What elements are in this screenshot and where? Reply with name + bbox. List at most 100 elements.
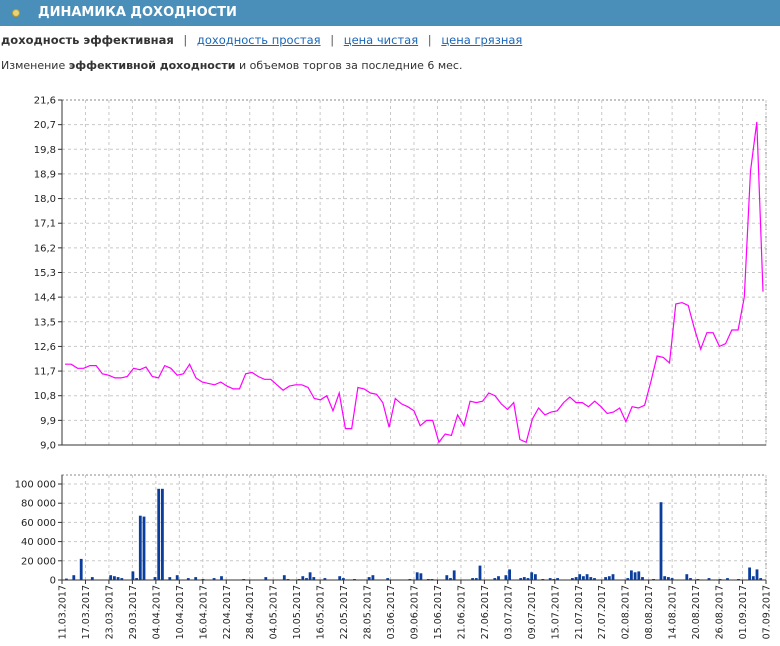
volume-bar xyxy=(604,577,607,580)
y-tick-label: 20,7 xyxy=(34,120,56,131)
tab-dirty-price[interactable]: цена грязная xyxy=(441,33,523,47)
x-tick-label: 04.05.2017 xyxy=(269,585,280,639)
y-tick-label: 9,0 xyxy=(40,441,56,452)
y-tick-label: 15,3 xyxy=(34,268,56,279)
volume-bar xyxy=(186,578,190,580)
volume-bar xyxy=(670,578,674,580)
volume-bar xyxy=(153,577,157,580)
volume-bar xyxy=(297,579,301,580)
x-tick-label: 08.08.2017 xyxy=(644,585,655,639)
volume-bar xyxy=(737,579,740,580)
volume-bar xyxy=(659,502,663,580)
volume-bar xyxy=(685,574,689,580)
tab-separator: | xyxy=(427,33,432,47)
y-tick-label: 16,2 xyxy=(34,243,56,254)
volume-bar xyxy=(578,574,582,580)
volume-bar xyxy=(571,578,574,580)
yield-line xyxy=(65,121,764,444)
description-bold: эффективной доходности xyxy=(68,59,236,72)
volume-bar xyxy=(201,579,205,580)
volume-bar xyxy=(131,571,135,580)
volume-bar xyxy=(530,572,534,580)
x-tick-label: 09.06.2017 xyxy=(410,585,421,639)
volume-bar xyxy=(541,579,545,580)
chart-description: Изменение эффективной доходности и объем… xyxy=(1,59,462,72)
volume-bar xyxy=(120,578,124,580)
line-panel-frame xyxy=(61,99,767,446)
volume-bar xyxy=(748,567,751,580)
volume-bar xyxy=(161,488,164,580)
volume-bar xyxy=(419,573,423,580)
y-tick-label: 18,0 xyxy=(34,194,56,205)
volume-bar xyxy=(113,576,116,580)
y-tick-label: 19,8 xyxy=(34,145,56,156)
volume-bar xyxy=(689,578,692,580)
y-tick-label: 12,6 xyxy=(34,342,56,353)
volume-bar xyxy=(353,579,356,580)
volume-bar xyxy=(264,577,268,580)
tab-simple-yield[interactable]: доходность простая xyxy=(196,33,321,47)
volume-bar xyxy=(585,574,589,580)
volume-bar xyxy=(168,577,172,580)
volume-bar xyxy=(430,579,434,580)
volume-y-tick-label: 100 000 xyxy=(15,480,56,491)
x-tick-label: 09.07.2017 xyxy=(527,585,538,639)
volume-bar xyxy=(474,578,478,580)
volume-bar xyxy=(589,577,593,580)
x-tick-label: 28.05.2017 xyxy=(363,585,374,639)
volume-bar xyxy=(367,577,371,580)
volume-bar xyxy=(696,579,700,580)
volume-bar xyxy=(519,578,523,580)
volume-bar xyxy=(755,569,759,580)
volume-y-tick-label: 80 000 xyxy=(21,499,56,510)
volume-bar xyxy=(611,574,615,580)
volume-bar xyxy=(508,569,511,580)
volume-bar xyxy=(641,577,644,580)
x-tick-label: 16.04.2017 xyxy=(198,585,209,639)
y-tick-label: 13,5 xyxy=(34,317,56,328)
volume-bar xyxy=(504,575,508,580)
tab-effective-yield[interactable]: доходность эффективная xyxy=(1,33,174,47)
volume-bar xyxy=(478,565,482,580)
x-tick-label: 16.05.2017 xyxy=(316,585,327,639)
volume-bar xyxy=(652,579,655,580)
y-tick-label: 11,7 xyxy=(34,367,56,378)
volume-bar xyxy=(497,576,500,580)
volume-bar xyxy=(445,575,449,580)
x-tick-label: 01.09.2017 xyxy=(738,585,749,639)
volume-bar xyxy=(157,488,161,580)
volume-bar xyxy=(526,578,530,580)
y-tick-label: 9,9 xyxy=(40,416,56,427)
volume-bar xyxy=(79,558,83,580)
volume-bar xyxy=(556,578,559,580)
volume-y-tick-label: 20 000 xyxy=(21,556,56,567)
volume-bar xyxy=(342,578,345,580)
x-tick-label: 15.06.2017 xyxy=(433,585,444,639)
volume-bar xyxy=(759,578,763,580)
tab-separator: | xyxy=(330,33,335,47)
tab-separator: | xyxy=(183,33,188,47)
x-tick-label: 03.07.2017 xyxy=(503,585,514,639)
volume-y-tick-label: 0 xyxy=(50,576,56,587)
volume-bar xyxy=(308,572,312,580)
volume-y-tick-label: 60 000 xyxy=(21,518,56,529)
volume-bar xyxy=(116,577,120,580)
volume-bar xyxy=(312,577,316,580)
description-prefix: Изменение xyxy=(1,59,69,72)
volume-bar xyxy=(751,576,755,580)
x-tick-label: 10.04.2017 xyxy=(175,585,186,639)
volume-bar xyxy=(220,576,223,580)
volume-bar xyxy=(667,577,670,580)
tab-clean-price[interactable]: цена чистая xyxy=(343,33,419,47)
volume-bar xyxy=(471,578,474,580)
volume-bar xyxy=(408,579,412,580)
volume-bar xyxy=(371,575,375,580)
y-tick-label: 21,6 xyxy=(34,96,56,107)
x-tick-label: 21.06.2017 xyxy=(456,585,467,639)
volume-bar xyxy=(301,576,305,580)
section-title: ДИНАМИКА ДОХОДНОСТИ xyxy=(38,5,237,20)
volume-bar xyxy=(607,576,611,580)
volume-bar xyxy=(633,572,637,580)
volume-bar xyxy=(338,576,342,580)
